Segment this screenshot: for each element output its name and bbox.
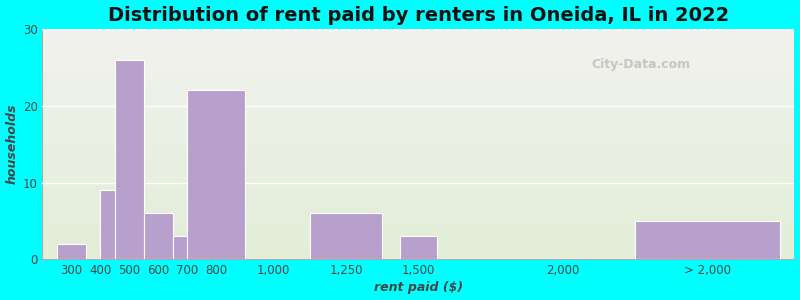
- Bar: [100, 190, 130, 260]
- Bar: [187, 90, 245, 260]
- Bar: [144, 213, 173, 260]
- Text: City-Data.com: City-Data.com: [591, 58, 690, 71]
- Bar: [114, 60, 144, 260]
- Bar: [173, 236, 202, 260]
- X-axis label: rent paid ($): rent paid ($): [374, 281, 463, 294]
- Title: Distribution of rent paid by renters in Oneida, IL in 2022: Distribution of rent paid by renters in …: [108, 6, 729, 25]
- Bar: [57, 244, 86, 260]
- Bar: [635, 221, 780, 260]
- Bar: [310, 213, 382, 260]
- Y-axis label: households: households: [6, 104, 18, 184]
- Bar: [400, 236, 437, 260]
